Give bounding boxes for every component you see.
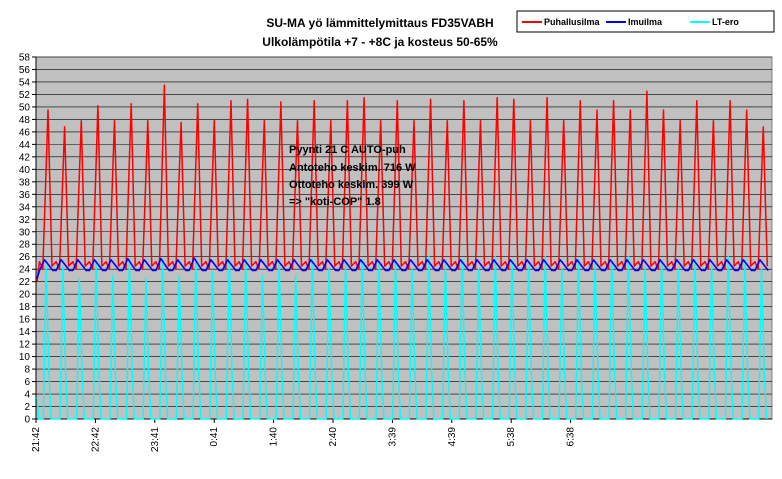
legend: Puhallusilma Imuilma LT-ero — [516, 10, 775, 33]
x-tick-label: 3:39 — [387, 427, 398, 447]
y-tick-label: 34 — [19, 202, 31, 213]
y-tick-label: 44 — [19, 140, 31, 151]
y-tick-label: 40 — [19, 165, 31, 176]
y-tick-label: 26 — [19, 252, 31, 263]
y-tick-label: 58 — [19, 53, 31, 64]
series-lines — [36, 84, 769, 420]
y-tick-label: 24 — [19, 265, 31, 276]
y-tick-label: 54 — [19, 77, 31, 88]
chart-subtitle: Ulkolämpötila +7 - +8C ja kosteus 50-65% — [262, 35, 498, 49]
series-line-lt-ero — [36, 255, 768, 420]
legend-label: LT-ero — [712, 17, 739, 27]
x-tick-label: 4:39 — [447, 427, 458, 447]
y-tick-label: 52 — [19, 90, 31, 101]
y-tick-label: 16 — [19, 315, 31, 326]
y-axis: 0246810121416182022242628303234363840424… — [19, 53, 37, 426]
legend-label: Puhallusilma — [544, 17, 601, 27]
plot-area — [35, 56, 773, 420]
y-tick-label: 0 — [24, 415, 30, 426]
y-tick-label: 56 — [19, 65, 31, 76]
annotation-line: Pyynti 21 C AUTO-puh — [289, 144, 406, 156]
y-tick-label: 28 — [19, 240, 31, 251]
y-tick-label: 30 — [19, 227, 31, 238]
y-tick-label: 20 — [19, 290, 31, 301]
series-line-imuilma — [36, 257, 769, 279]
x-tick-label: 1:40 — [269, 427, 280, 447]
y-tick-label: 12 — [19, 340, 31, 351]
annotation-line: => "koti-COP" 1.8 — [289, 196, 381, 208]
y-tick-label: 42 — [19, 152, 31, 163]
x-tick-label: 5:38 — [506, 427, 517, 447]
y-tick-label: 46 — [19, 127, 31, 138]
chart-title: SU-MA yö lämmittelymittaus FD35VABH — [266, 16, 493, 30]
x-tick-label: 0:41 — [209, 427, 220, 447]
y-tick-label: 2 — [24, 402, 30, 413]
y-tick-label: 4 — [24, 390, 30, 401]
legend-frame — [516, 10, 775, 33]
y-tick-label: 10 — [19, 352, 31, 363]
y-tick-label: 18 — [19, 302, 31, 313]
x-tick-label: 2:40 — [328, 427, 339, 447]
x-tick-label: 6:38 — [566, 427, 577, 447]
x-tick-label: 21:42 — [31, 427, 42, 452]
series-line-puhallusilma — [36, 84, 769, 282]
y-tick-label: 38 — [19, 177, 31, 188]
x-tick-label: 23:41 — [150, 427, 161, 452]
x-tick-label: 22:42 — [90, 427, 101, 452]
x-axis: 21:42 22:42 23:41 0:41 1:40 2:40 3:39 4:39 5:38 6… — [31, 418, 772, 452]
y-tick-label: 14 — [19, 327, 31, 338]
y-tick-label: 22 — [19, 277, 31, 288]
legend-label: Imuilma — [628, 17, 663, 27]
y-tick-label: 48 — [19, 115, 31, 126]
y-tick-label: 32 — [19, 215, 31, 226]
y-tick-label: 8 — [24, 365, 30, 376]
y-tick-label: 36 — [19, 190, 31, 201]
annotation-line: Antoteho keskim. 716 W — [289, 162, 416, 174]
y-tick-label: 50 — [19, 102, 31, 113]
grid-lines — [36, 56, 772, 420]
annotation-line: Ottoteho keskim. 399 W — [289, 179, 414, 191]
y-tick-label: 6 — [24, 377, 30, 388]
annotation-box: Pyynti 21 C AUTO-puh Antoteho keskim. 71… — [289, 144, 416, 208]
